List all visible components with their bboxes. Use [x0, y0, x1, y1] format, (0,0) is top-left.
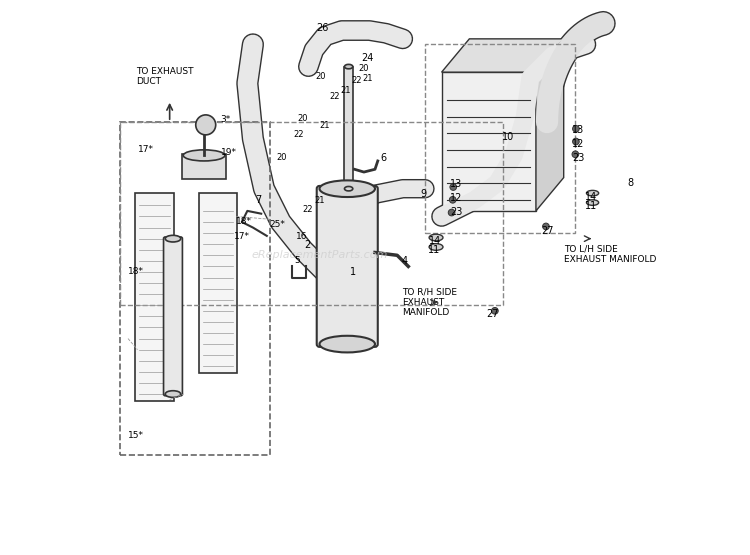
Polygon shape: [536, 39, 564, 211]
Text: 8: 8: [628, 178, 634, 188]
Text: eReplacementParts.com: eReplacementParts.com: [251, 250, 388, 260]
Text: 17*: 17*: [234, 233, 250, 241]
Text: 16: 16: [296, 232, 307, 241]
FancyBboxPatch shape: [135, 193, 173, 401]
Text: 14: 14: [430, 236, 442, 246]
Text: 18*: 18*: [128, 268, 144, 276]
Text: 22: 22: [303, 205, 313, 214]
Text: 20: 20: [297, 114, 307, 123]
Text: 12: 12: [450, 193, 462, 203]
Text: 22: 22: [293, 130, 304, 139]
Polygon shape: [442, 39, 564, 72]
Text: 4: 4: [402, 256, 408, 266]
Text: 21: 21: [363, 74, 374, 83]
Text: 11: 11: [427, 245, 440, 255]
Text: 14: 14: [585, 192, 597, 202]
Circle shape: [448, 209, 455, 216]
Text: 5: 5: [295, 256, 300, 265]
Circle shape: [572, 151, 579, 158]
Circle shape: [572, 125, 579, 132]
FancyBboxPatch shape: [199, 193, 237, 373]
Text: 27: 27: [486, 309, 499, 319]
Text: 3*: 3*: [220, 115, 231, 124]
Ellipse shape: [320, 336, 375, 352]
Text: 12: 12: [572, 139, 584, 149]
Text: 2: 2: [304, 240, 310, 250]
Ellipse shape: [183, 150, 225, 161]
Polygon shape: [442, 72, 536, 211]
Text: 19*: 19*: [220, 148, 237, 157]
Text: 27: 27: [542, 226, 554, 236]
Text: 21: 21: [314, 196, 325, 205]
Text: 24: 24: [362, 53, 374, 63]
Text: 6: 6: [380, 153, 387, 163]
Circle shape: [196, 115, 216, 135]
Text: 15*: 15*: [128, 431, 144, 440]
Text: 23: 23: [450, 207, 462, 217]
Text: 9: 9: [421, 189, 427, 199]
Ellipse shape: [429, 234, 443, 241]
Text: 23: 23: [572, 153, 584, 163]
Ellipse shape: [586, 190, 598, 196]
Ellipse shape: [344, 186, 352, 191]
Circle shape: [572, 138, 579, 145]
Ellipse shape: [320, 180, 375, 197]
Text: TO EXHAUST
DUCT: TO EXHAUST DUCT: [136, 67, 194, 86]
Text: TO R/H SIDE
EXHAUST
MANIFOLD: TO R/H SIDE EXHAUST MANIFOLD: [402, 287, 457, 317]
Ellipse shape: [165, 391, 181, 397]
Ellipse shape: [429, 244, 443, 250]
Text: 22: 22: [329, 92, 340, 100]
Text: 11: 11: [585, 201, 597, 211]
Ellipse shape: [586, 200, 598, 205]
Circle shape: [450, 184, 457, 190]
Text: 13: 13: [450, 179, 462, 189]
Text: 13: 13: [572, 125, 584, 135]
Text: TO L/H SIDE
EXHAUST MANIFOLD: TO L/H SIDE EXHAUST MANIFOLD: [564, 245, 656, 264]
Text: 7: 7: [256, 195, 262, 205]
Text: 20: 20: [277, 153, 287, 162]
Circle shape: [542, 223, 549, 230]
Circle shape: [449, 196, 456, 203]
FancyBboxPatch shape: [182, 154, 226, 179]
Ellipse shape: [165, 235, 181, 242]
Ellipse shape: [344, 64, 352, 69]
Text: 25*: 25*: [269, 220, 286, 229]
Text: 17*: 17*: [137, 145, 154, 154]
Text: 18*: 18*: [236, 218, 252, 226]
FancyBboxPatch shape: [164, 237, 182, 396]
FancyBboxPatch shape: [316, 186, 378, 347]
Text: 26: 26: [316, 23, 329, 33]
FancyBboxPatch shape: [344, 67, 352, 189]
Text: 21: 21: [320, 122, 330, 130]
Text: 1: 1: [350, 267, 356, 277]
Circle shape: [491, 307, 498, 314]
Text: 22: 22: [352, 76, 362, 85]
Text: 10: 10: [502, 132, 514, 142]
Text: 20: 20: [358, 64, 369, 73]
Text: 20: 20: [316, 72, 326, 81]
Text: 21: 21: [340, 86, 350, 95]
